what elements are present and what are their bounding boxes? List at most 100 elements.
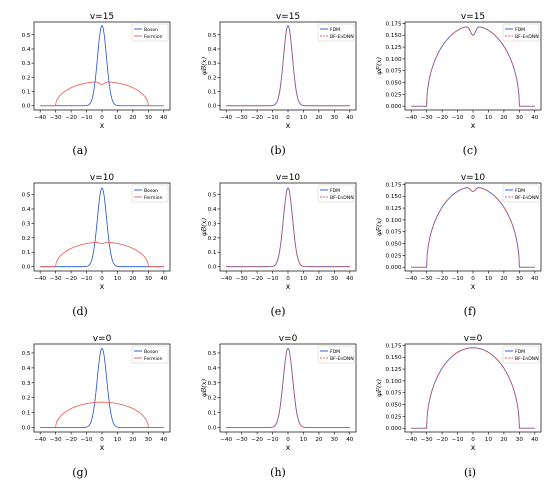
- x-axis-label: x: [286, 443, 291, 452]
- x-tick-label: −30: [236, 115, 248, 121]
- x-axis-label: x: [471, 282, 476, 291]
- y-tick-label: 0.175: [385, 21, 401, 27]
- x-tick-label: −30: [421, 437, 433, 443]
- y-tick-label: 0.100: [385, 379, 401, 385]
- x-tick-label: 10: [300, 276, 308, 282]
- y-tick-label: 0.050: [385, 81, 401, 87]
- y-axis-label: φF(x): [375, 218, 383, 236]
- y-tick-label: 0.050: [385, 403, 401, 409]
- x-tick-label: 10: [114, 276, 122, 282]
- x-tick-label: 20: [500, 276, 508, 282]
- subfigure-caption-c: (c): [462, 144, 478, 157]
- x-tick-label: 40: [160, 437, 168, 443]
- chart-title: v=0: [93, 334, 112, 344]
- x-tick-label: −30: [236, 276, 248, 282]
- y-tick-label: 0.0: [208, 265, 217, 271]
- y-tick-label: 0.3: [208, 221, 217, 227]
- x-tick-label: 10: [485, 276, 493, 282]
- x-tick-label: −40: [405, 115, 417, 121]
- y-tick-label: 0.150: [385, 355, 401, 361]
- y-tick-label: 0.4: [22, 207, 31, 213]
- y-tick-label: 0.5: [22, 33, 31, 39]
- x-axis-label: x: [471, 121, 476, 130]
- series-line-bf-endnn: [226, 187, 350, 268]
- x-tick-label: −10: [452, 115, 464, 121]
- chart-f: v=10 −40 −30 −20 −10 0 10 20 30 40 0.000 0.025 0.050…: [375, 173, 542, 291]
- x-tick-label: −40: [220, 437, 232, 443]
- y-tick-label: 0.100: [385, 218, 401, 224]
- legend-label: Fermion: [144, 34, 163, 40]
- legend-label: FDM: [330, 27, 340, 33]
- x-tick-label: 30: [516, 276, 524, 282]
- subfigure-caption-d: (d): [72, 305, 88, 318]
- series-line-boson: [40, 187, 164, 268]
- chart-d: v=10 −40 −30 −20 −10 0 10 20 30 40 0.0 0.1 0.2 0.3 0.4…: [22, 173, 171, 291]
- x-tick-label: 40: [531, 115, 539, 121]
- y-tick-label: 0.0: [22, 104, 31, 110]
- series-line-boson: [40, 348, 164, 428]
- subfigure-caption-f: (f): [463, 305, 477, 318]
- x-tick-label: 40: [531, 437, 539, 443]
- y-tick-label: 0.3: [22, 381, 31, 387]
- series-line-bf-endnn: [411, 187, 535, 268]
- y-tick-label: 0.5: [208, 193, 217, 199]
- x-tick-label: −10: [81, 437, 93, 443]
- legend: [317, 184, 355, 203]
- x-tick-label: 40: [346, 276, 354, 282]
- x-tick-label: 0: [100, 276, 104, 282]
- y-tick-label: 0.4: [22, 366, 31, 372]
- legend-label: FDM: [515, 27, 525, 33]
- x-tick-label: 0: [100, 115, 104, 121]
- x-tick-label: −30: [236, 437, 248, 443]
- legend: [502, 184, 540, 203]
- x-tick-label: −30: [50, 115, 62, 121]
- chart-title: v=15: [90, 12, 114, 22]
- chart-h: v=0 −40 −30 −20 −10 0 10 20 30 40 0.0 0.1 0.2 0.3 0.4 0…: [200, 334, 357, 452]
- x-tick-label: −30: [421, 115, 433, 121]
- y-tick-label: 0.025: [385, 253, 401, 259]
- chart-title: v=0: [279, 334, 298, 344]
- y-tick-label: 0.1: [208, 411, 217, 417]
- y-tick-label: 0.150: [385, 194, 401, 200]
- y-tick-label: 0.100: [385, 57, 401, 63]
- y-tick-label: 0.0: [22, 265, 31, 271]
- y-tick-label: 0.4: [208, 366, 217, 372]
- y-tick-label: 0.125: [385, 45, 401, 51]
- x-tick-label: −40: [405, 437, 417, 443]
- y-tick-label: 0.175: [385, 182, 401, 188]
- x-axis-label: x: [100, 282, 105, 291]
- y-tick-label: 0.2: [22, 75, 31, 81]
- y-tick-label: 0.5: [208, 351, 217, 357]
- series-line-bf-endnn: [411, 347, 535, 429]
- legend: [131, 23, 169, 42]
- y-tick-label: 0.1: [22, 90, 31, 96]
- x-tick-label: −40: [405, 276, 417, 282]
- x-tick-label: 0: [286, 115, 290, 121]
- x-tick-label: 30: [331, 115, 339, 121]
- x-tick-label: 30: [516, 437, 524, 443]
- x-tick-label: −10: [267, 276, 279, 282]
- subfigure-caption-i: (i): [463, 466, 477, 479]
- series-line-boson: [40, 25, 164, 107]
- x-tick-label: −20: [65, 276, 77, 282]
- x-tick-label: 0: [471, 437, 475, 443]
- y-tick-label: 0.150: [385, 33, 401, 39]
- x-tick-label: 20: [129, 276, 137, 282]
- legend-label: Fermion: [144, 356, 163, 362]
- x-tick-label: 40: [346, 437, 354, 443]
- x-tick-label: −20: [436, 437, 448, 443]
- chart-g: v=0 −40 −30 −20 −10 0 10 20 30 40 0.0 0.1 0.2 0.3 0.4 0…: [22, 334, 171, 452]
- chart-i: v=0 −40 −30 −20 −10 0 10 20 30 40 0.000 0.025 0.050 0…: [375, 334, 542, 452]
- y-axis-label: φB(x): [200, 218, 208, 237]
- y-axis-label: φB(x): [200, 379, 208, 398]
- chart-b: v=15 −40 −30 −20 −10 0 10 20 30 40 0.0 0.1 0.2 0.3 0.4…: [200, 12, 357, 130]
- x-tick-label: 20: [315, 276, 323, 282]
- x-tick-label: 0: [471, 115, 475, 121]
- y-tick-label: 0.5: [208, 33, 217, 39]
- y-tick-label: 0.4: [208, 207, 217, 213]
- series-line-bf-endnn: [226, 25, 350, 107]
- x-tick-label: 0: [286, 276, 290, 282]
- x-tick-label: 30: [516, 115, 524, 121]
- legend-label: BF-EnDNN: [515, 356, 539, 362]
- x-tick-label: 10: [114, 115, 122, 121]
